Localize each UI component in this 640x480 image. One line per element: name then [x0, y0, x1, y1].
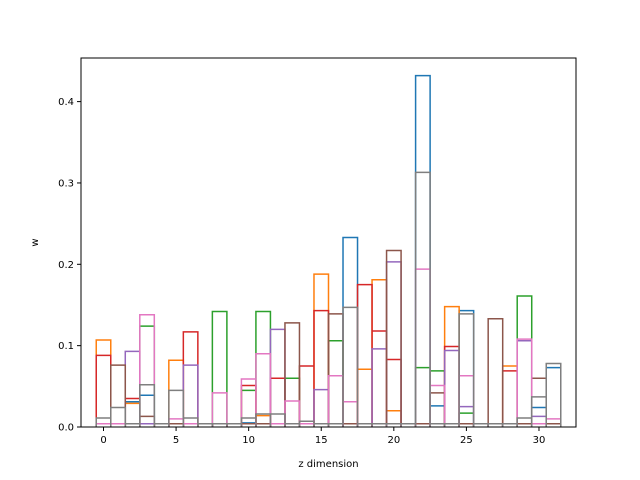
y-tick-label: 0.4 [58, 97, 74, 108]
histogram-outline [95, 171, 562, 427]
x-tick-label: 0 [100, 435, 106, 446]
y-tick-label: 0.3 [58, 178, 74, 189]
y-axis-label: w [30, 238, 41, 246]
x-tick-label: 30 [533, 435, 546, 446]
y-tick-label: 0.2 [58, 260, 74, 271]
x-tick-label: 25 [460, 435, 473, 446]
y-tick-label: 0.0 [58, 423, 74, 434]
plot-series-layer [95, 74, 562, 427]
x-tick-label: 20 [387, 435, 400, 446]
axes-layer: 0 5 10 15 20 25 30 0.0 0.1 0.2 0.3 0.4 [58, 57, 577, 446]
x-tick-label: 5 [173, 435, 179, 446]
y-tick-label: 0.1 [58, 341, 74, 352]
x-tick-label: 10 [242, 435, 255, 446]
x-tick-label: 15 [315, 435, 328, 446]
plot-frame [80, 57, 577, 428]
x-axis-label: z dimension [298, 459, 358, 470]
histogram-series-8 [95, 171, 562, 427]
